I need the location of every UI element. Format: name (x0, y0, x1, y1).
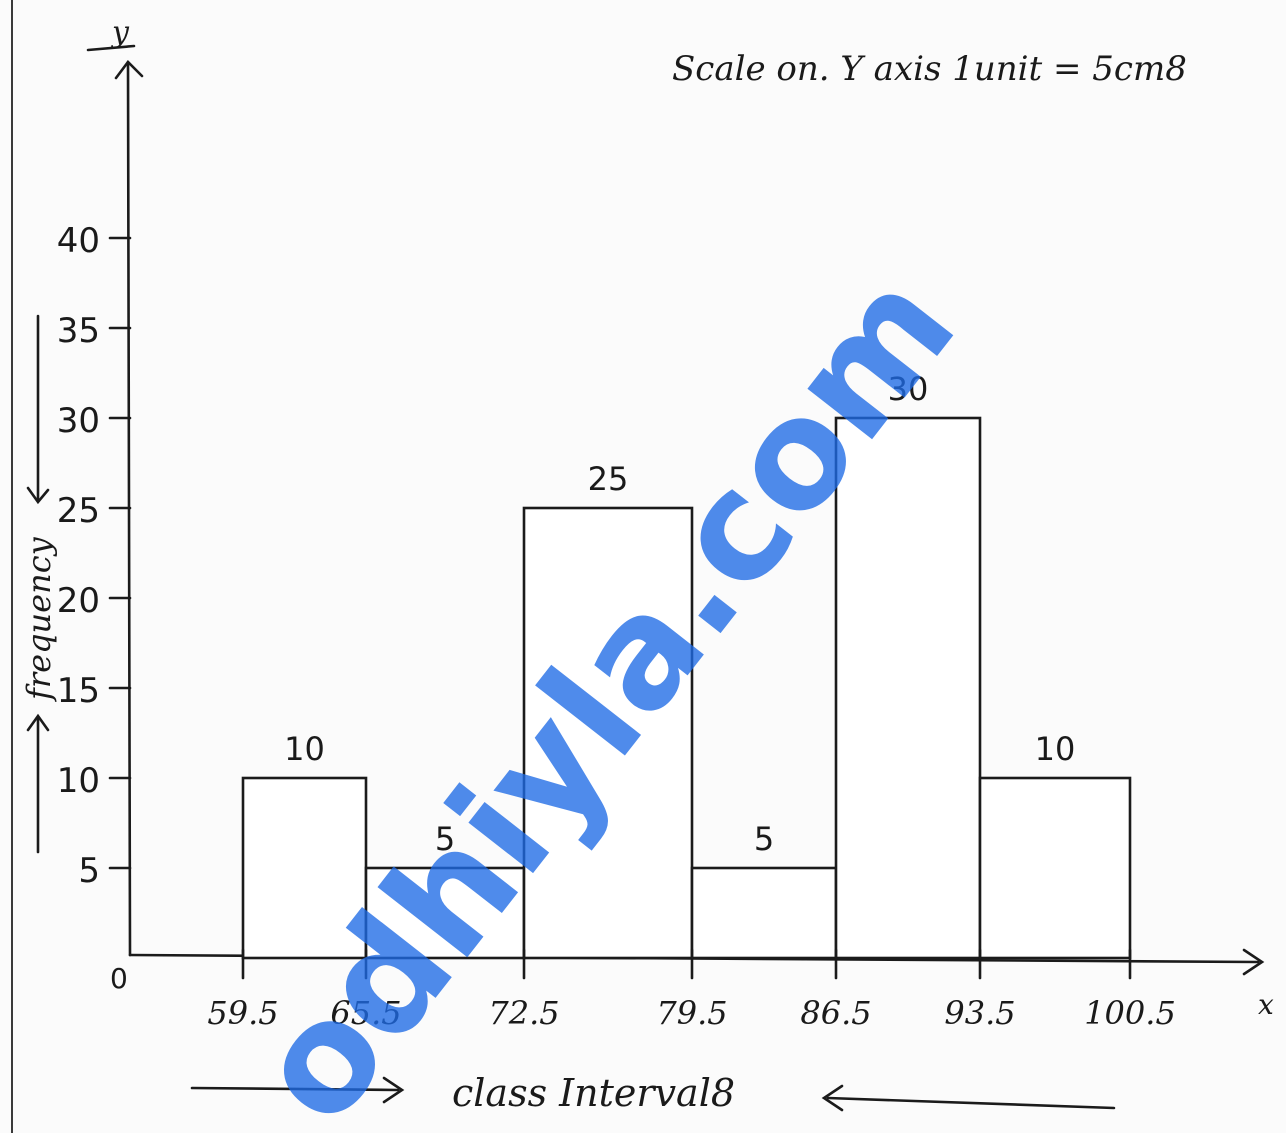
histogram-bar (690, 866, 838, 960)
bar-value-label: 5 (435, 820, 455, 858)
x-label-arrow-left (190, 1086, 400, 1092)
histogram-bar (364, 866, 526, 960)
y-axis-label-group: frequency (20, 314, 58, 854)
x-tick-label: 65.5 (330, 994, 401, 1032)
x-tick-label: 93.5 (944, 994, 1015, 1032)
y-tick-label: 20 (57, 581, 100, 621)
histogram-bar (241, 776, 368, 960)
x-tick-label: 72.5 (488, 994, 559, 1032)
x-label-arrow-right (826, 1096, 1116, 1110)
bar-value-label: 25 (588, 460, 629, 498)
histogram-bar (522, 506, 694, 960)
x-label-arrowhead-right (821, 1084, 844, 1112)
x-ticks: 59.5 65.5 72.5 79.5 86.5 93.5 100.5 (207, 948, 1176, 1032)
x-axis-label-group: class Interval8 (190, 1071, 1116, 1115)
x-tick-label: 79.5 (656, 994, 727, 1032)
x-tick-label: 100.5 (1084, 994, 1176, 1032)
x-label-arrowhead-left (382, 1076, 405, 1104)
x-tick-label: 86.5 (800, 994, 871, 1032)
x-tick-label: 59.5 (207, 994, 278, 1032)
bar-value-label: 30 (888, 370, 929, 408)
value-labels: 10 5 25 5 30 10 (284, 370, 1075, 858)
y-axis-arrow (114, 60, 144, 80)
x-axis-arrow (1242, 948, 1265, 976)
y-label-arrowhead-top (26, 486, 50, 505)
x-axis-letter: x (1258, 988, 1274, 1021)
y-tick-label: 10 (57, 761, 100, 801)
x-axis-label: class Interval8 (452, 1071, 735, 1115)
y-tick-label: 30 (57, 401, 100, 441)
y-axis-letter: y (110, 15, 130, 50)
histogram-bar (834, 416, 982, 960)
y-tick-label: 5 (78, 851, 100, 891)
y-axis-label: frequency (20, 536, 58, 702)
y-ticks: 5 10 15 20 25 30 35 40 (57, 221, 132, 891)
y-tick-label: 25 (57, 491, 100, 531)
y-label-arrowhead-bottom (26, 713, 50, 732)
y-tick-label: 35 (57, 311, 100, 351)
y-axis-letter-underline (86, 44, 136, 52)
origin-label: 0 (110, 962, 128, 995)
scale-note: Scale on. Y axis 1unit = 5cm8 (672, 49, 1187, 89)
bar-value-label: 10 (284, 730, 325, 768)
bar-value-label: 10 (1035, 730, 1076, 768)
bars (241, 416, 1132, 960)
y-tick-label: 40 (57, 221, 100, 261)
histogram-bar (978, 776, 1132, 960)
bar-value-label: 5 (754, 820, 774, 858)
y-tick-label: 15 (57, 671, 100, 711)
